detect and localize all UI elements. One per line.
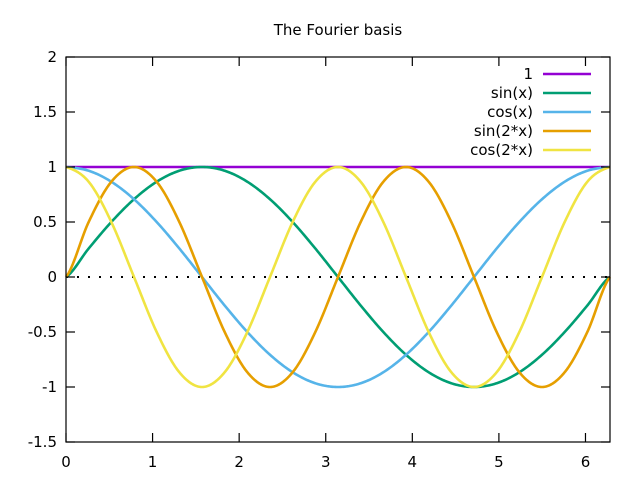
legend-label: cos(2*x): [470, 141, 533, 159]
x-tick-label: 3: [321, 453, 331, 471]
series-line-3: [64, 165, 612, 389]
x-tick-label: 2: [234, 453, 244, 471]
y-tick-label: 2: [47, 48, 57, 66]
series-line-2: [65, 165, 611, 389]
x-tick-label: 5: [494, 453, 504, 471]
series-layer: [64, 165, 612, 389]
y-tick-label: 0.5: [33, 213, 57, 231]
legend-label: sin(2*x): [474, 122, 533, 140]
series-line-4: [65, 165, 611, 389]
x-tick-label: 6: [581, 453, 591, 471]
y-tick-label: 1: [47, 158, 57, 176]
y-tick-label: 1.5: [33, 103, 57, 121]
y-tick-label: -0.5: [28, 323, 57, 341]
legend-label: sin(x): [491, 84, 533, 102]
legend-label: 1: [523, 65, 533, 83]
plot-frame: [65, 56, 611, 443]
y-tick-label: 0: [47, 268, 57, 286]
y-tick-label: -1: [42, 378, 57, 396]
y-tick-label: -1.5: [28, 433, 57, 451]
x-tick-label: 4: [408, 453, 418, 471]
axis-ticks: 0 1 2 3 4 5 6 -1.5 -1 -0.5 0 0.5 1 1.5 2: [28, 48, 610, 471]
chart-title: The Fourier basis: [273, 21, 403, 39]
x-tick-label: 1: [148, 453, 158, 471]
legend-label: cos(x): [487, 103, 533, 121]
x-tick-label: 0: [61, 453, 71, 471]
